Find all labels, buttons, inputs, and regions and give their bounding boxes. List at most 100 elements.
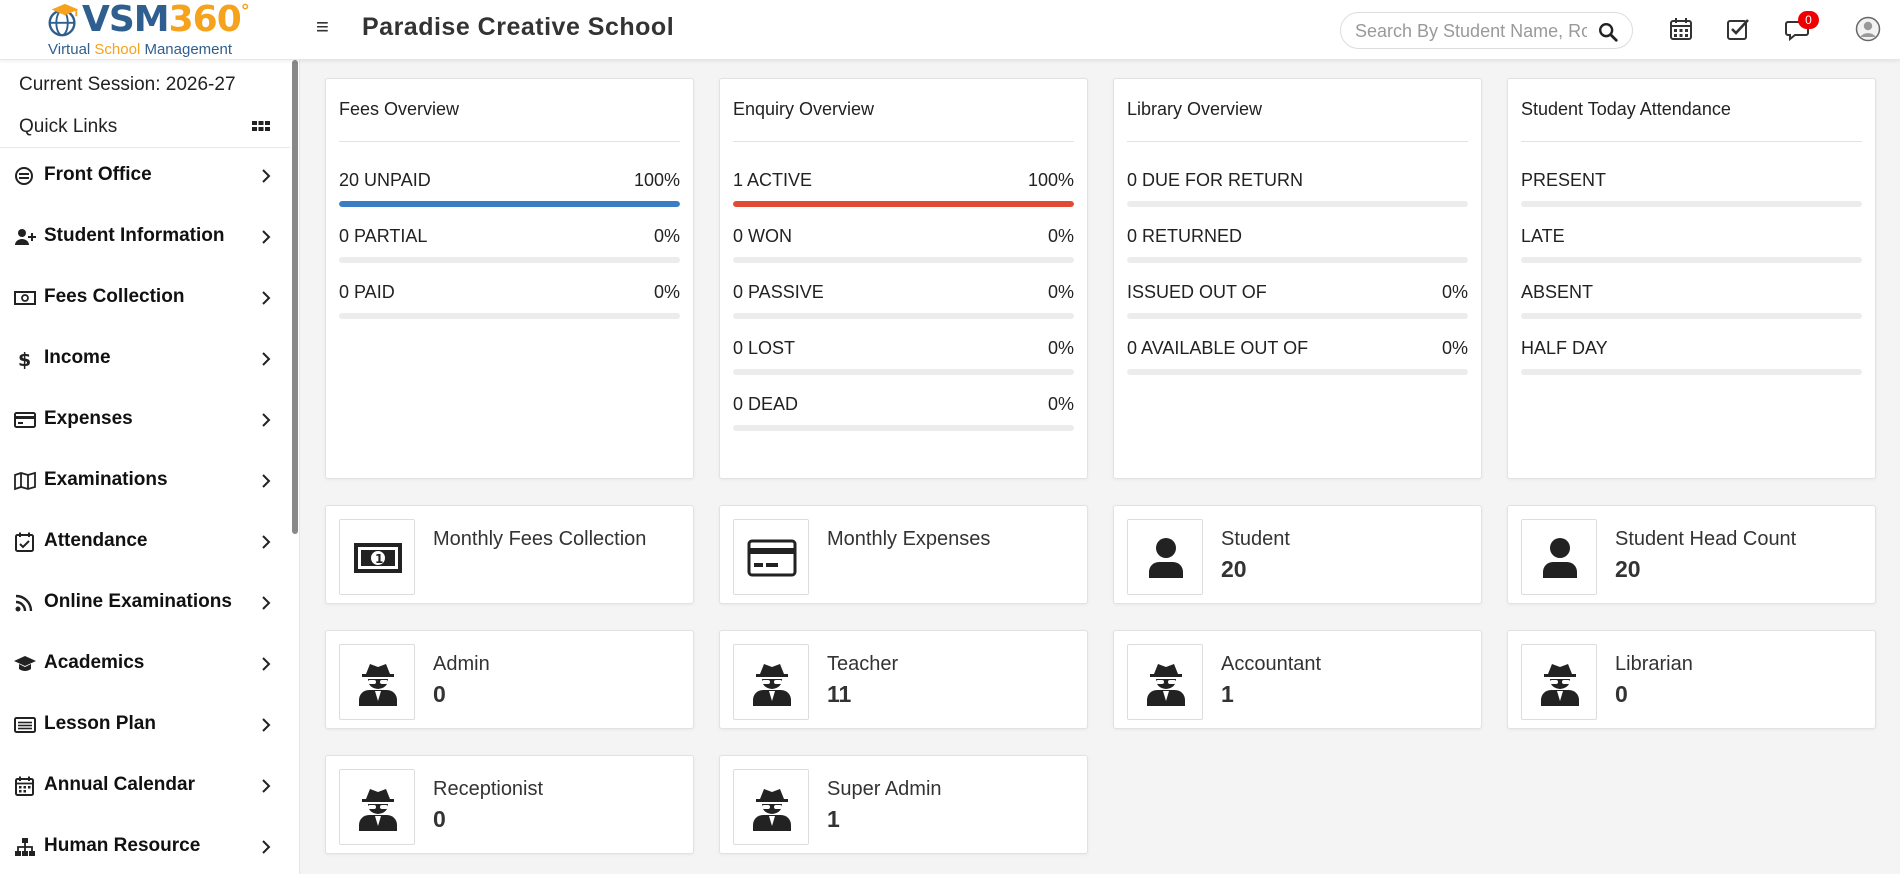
accountant-card[interactable]: Accountant 1 bbox=[1113, 630, 1482, 729]
row-label: 1 ACTIVE bbox=[733, 170, 813, 190]
overview-row: 0 LOST 0% bbox=[733, 338, 1074, 378]
money-bill-icon: 1 bbox=[354, 543, 402, 573]
row-percent: 0% bbox=[1047, 338, 1074, 358]
user-avatar-icon[interactable] bbox=[1855, 16, 1881, 42]
notification-badge: 0 bbox=[1798, 11, 1819, 29]
row-label: 20 UNPAID bbox=[339, 170, 431, 190]
overview-row: 0 PARTIAL 0% bbox=[339, 226, 680, 266]
sidebar-item-human-resource[interactable]: Human Resource bbox=[0, 822, 290, 872]
card-count: 0 bbox=[433, 806, 446, 832]
sidebar-item-label: Annual Calendar bbox=[44, 774, 195, 795]
sitemap-icon bbox=[15, 838, 35, 856]
card-divider bbox=[1521, 141, 1862, 142]
row-label: 0 LOST bbox=[733, 338, 796, 358]
row-percent: 0% bbox=[1047, 226, 1074, 246]
chevron-right-icon bbox=[262, 596, 271, 610]
student-card[interactable]: Student 20 bbox=[1113, 505, 1482, 604]
librarian-card[interactable]: Librarian 0 bbox=[1507, 630, 1876, 729]
sidebar-item-label: Attendance bbox=[44, 530, 148, 551]
user-secret-icon bbox=[753, 789, 791, 831]
chevron-right-icon bbox=[262, 291, 271, 305]
sidebar-item-student-information[interactable]: Student Information bbox=[0, 212, 290, 262]
row-label: LATE bbox=[1521, 226, 1565, 246]
progress-track bbox=[1521, 369, 1862, 375]
row-label: 0 PAID bbox=[339, 282, 395, 302]
student-head-count-card[interactable]: Student Head Count 20 bbox=[1507, 505, 1876, 604]
card-count: 1 bbox=[1221, 681, 1234, 707]
monthly-fees-collection-card[interactable]: 1 Monthly Fees Collection bbox=[325, 505, 694, 604]
chevron-right-icon bbox=[262, 352, 271, 366]
overview-row: 0 WON 0% bbox=[733, 226, 1074, 266]
card-icon-box bbox=[1127, 519, 1203, 595]
card-icon-box bbox=[1127, 644, 1203, 720]
card-title: Student Today Attendance bbox=[1521, 99, 1731, 119]
overview-row: 0 DEAD 0% bbox=[733, 394, 1074, 434]
card-icon-box bbox=[733, 519, 809, 595]
row-label: 0 DUE FOR RETURN bbox=[1127, 170, 1304, 190]
overview-row: 0 AVAILABLE OUT OF 0% bbox=[1127, 338, 1468, 378]
sidebar-item-attendance[interactable]: Attendance bbox=[0, 517, 290, 567]
sidebar-divider bbox=[0, 147, 290, 148]
card-count: 11 bbox=[827, 681, 852, 707]
row-percent: 0% bbox=[1441, 338, 1468, 358]
progress-track bbox=[339, 201, 680, 207]
row-percent: 100% bbox=[1027, 170, 1074, 190]
sidebar-item-academics[interactable]: Academics bbox=[0, 639, 290, 689]
sidebar-item-income[interactable]: $ Income bbox=[0, 334, 290, 384]
progress-track bbox=[1127, 369, 1468, 375]
row-label: HALF DAY bbox=[1521, 338, 1608, 358]
overview-row: 20 UNPAID 100% bbox=[339, 170, 680, 210]
card-count: 20 bbox=[1615, 556, 1641, 582]
task-checkbox-icon[interactable] bbox=[1725, 16, 1751, 42]
super-admin-card[interactable]: Super Admin 1 bbox=[719, 755, 1088, 854]
calendar-icon[interactable] bbox=[1668, 16, 1694, 42]
progress-fill bbox=[339, 201, 680, 207]
row-label: 0 AVAILABLE OUT OF bbox=[1127, 338, 1309, 358]
sidebar-item-front-office[interactable]: Front Office bbox=[0, 151, 290, 201]
sidebar-item-examinations[interactable]: Examinations bbox=[0, 456, 290, 506]
receptionist-card[interactable]: Receptionist 0 bbox=[325, 755, 694, 854]
sidebar-item-fees-collection[interactable]: Fees Collection bbox=[0, 273, 290, 323]
sidebar-scrollbar[interactable] bbox=[292, 60, 298, 534]
card-title: Fees Overview bbox=[339, 99, 460, 119]
admin-card[interactable]: Admin 0 bbox=[325, 630, 694, 729]
app-logo[interactable]: VSM360° Virtual School Management bbox=[44, 0, 254, 60]
row-percent: 100% bbox=[633, 170, 680, 190]
card-count: 0 bbox=[433, 681, 446, 707]
overview-row: ISSUED OUT OF 0% bbox=[1127, 282, 1468, 322]
overview-row: 0 DUE FOR RETURN bbox=[1127, 170, 1468, 210]
sidebar-item-online-examinations[interactable]: Online Examinations bbox=[0, 578, 290, 628]
chevron-right-icon bbox=[262, 535, 271, 549]
quick-links-link[interactable]: Quick Links bbox=[19, 116, 118, 137]
card-count: 20 bbox=[1221, 556, 1247, 582]
hamburger-menu-icon[interactable]: ≡ bbox=[316, 14, 329, 39]
sidebar-item-expenses[interactable]: Expenses bbox=[0, 395, 290, 445]
search-icon[interactable] bbox=[1597, 21, 1619, 43]
teacher-card[interactable]: Teacher 11 bbox=[719, 630, 1088, 729]
sidebar-item-label: Fees Collection bbox=[44, 286, 185, 307]
monthly-expenses-card[interactable]: Monthly Expenses bbox=[719, 505, 1088, 604]
sidebar-item-label: Examinations bbox=[44, 469, 168, 490]
progress-track bbox=[1127, 313, 1468, 319]
card-label: Student bbox=[1221, 528, 1290, 550]
sidebar-item-label: Lesson Plan bbox=[44, 713, 156, 734]
school-name: Paradise Creative School bbox=[362, 13, 675, 41]
card-icon-box bbox=[733, 769, 809, 845]
card-label: Super Admin bbox=[827, 778, 942, 800]
grid-icon[interactable] bbox=[251, 118, 271, 138]
progress-track bbox=[1127, 201, 1468, 207]
search-input[interactable] bbox=[1355, 19, 1587, 43]
sidebar-item-lesson-plan[interactable]: Lesson Plan bbox=[0, 700, 290, 750]
chevron-right-icon bbox=[262, 230, 271, 244]
overview-row: LATE bbox=[1521, 226, 1862, 266]
chevron-right-icon bbox=[262, 474, 271, 488]
sidebar-item-label: Online Examinations bbox=[44, 591, 232, 612]
map-icon bbox=[14, 471, 36, 491]
chevron-right-icon bbox=[262, 779, 271, 793]
row-label: ABSENT bbox=[1521, 282, 1594, 302]
user-secret-icon bbox=[1541, 664, 1579, 706]
search-box bbox=[1340, 12, 1633, 49]
progress-track bbox=[733, 257, 1074, 263]
sidebar-item-annual-calendar[interactable]: Annual Calendar bbox=[0, 761, 290, 811]
row-percent: 0% bbox=[653, 226, 680, 246]
